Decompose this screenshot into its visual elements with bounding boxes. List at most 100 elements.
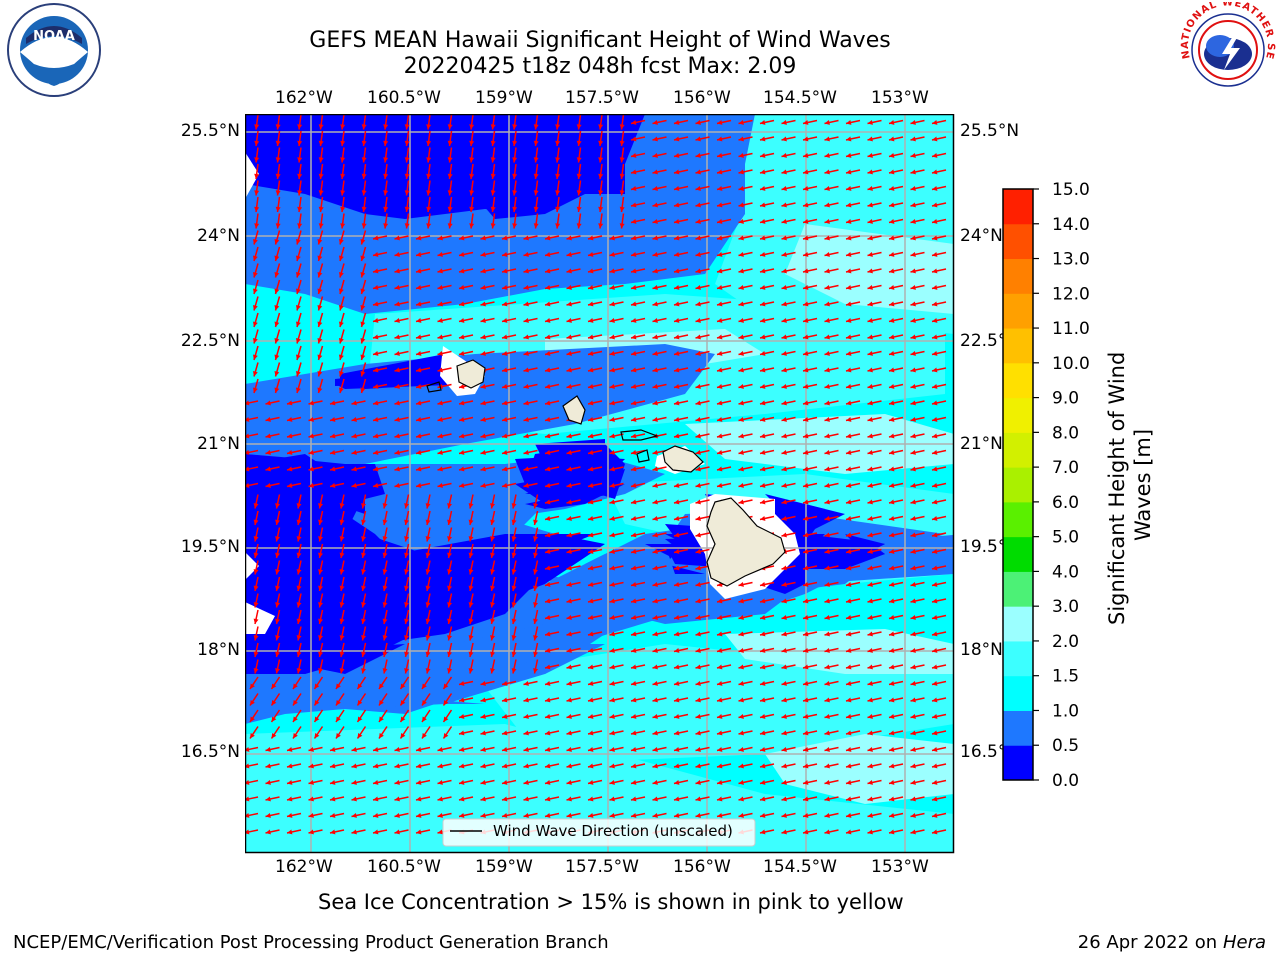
wave-direction-arrowhead: [382, 569, 388, 575]
wave-direction-arrowhead: [318, 668, 323, 674]
wave-direction-arrowhead: [652, 780, 658, 785]
wave-direction-arrowhead: [781, 747, 787, 752]
wave-direction-arrowhead: [422, 716, 427, 722]
wave-direction-arrowhead: [609, 532, 615, 538]
right-lat-label: 25.5°N: [960, 121, 1020, 141]
wave-direction-arrowhead: [631, 450, 637, 455]
wave-direction-arrowhead: [803, 796, 809, 802]
wave-direction-arrowhead: [932, 714, 938, 719]
wave-direction-arrowhead: [459, 351, 465, 356]
wave-direction-arrowhead: [426, 223, 432, 229]
wave-direction-arrowhead: [910, 747, 916, 752]
wave-direction-arrowhead: [373, 400, 379, 406]
wave-direction-arrowhead: [695, 747, 701, 752]
wave-direction-arrowhead: [867, 367, 873, 373]
wave-direction-arrowhead: [293, 683, 298, 689]
wave-direction-arrowhead: [609, 334, 615, 340]
wave-direction-arrowhead: [652, 318, 658, 323]
colorbar-swatch: [1003, 536, 1033, 572]
wave-direction-arrowhead: [803, 466, 809, 472]
wave-direction-arrowhead: [447, 157, 453, 163]
island-hawaii: [706, 497, 786, 587]
wave-direction-arrowhead: [652, 219, 658, 224]
wave-direction-arrowhead: [252, 288, 258, 294]
wave-direction-arrowhead: [339, 503, 345, 509]
wave-direction-arrowhead: [674, 334, 680, 340]
wave-direction-arrowhead: [459, 417, 465, 422]
wave-direction-arrowhead: [468, 585, 474, 591]
wave-direction-arrowhead: [490, 124, 496, 130]
wave-direction-arrowhead: [867, 829, 873, 835]
wave-direction-arrowhead: [781, 615, 787, 620]
wave-direction-arrowhead: [459, 334, 465, 340]
wave-direction-arrowhead: [404, 651, 409, 657]
wave-direction-arrowhead: [760, 219, 766, 224]
wave-direction-arrowhead: [910, 186, 916, 191]
wave-direction-arrowhead: [523, 747, 529, 752]
wave-direction-arrowhead: [566, 780, 572, 785]
wave-direction-arrowhead: [394, 400, 400, 406]
wave-direction-arrowhead: [910, 681, 916, 686]
wave-direction-arrowhead: [338, 239, 344, 245]
wave-direction-arrowhead: [459, 384, 465, 389]
bottom-lon-label: 153°W: [871, 857, 929, 877]
wave-direction-arrowhead: [674, 351, 680, 356]
wave-direction-arrowhead: [400, 732, 406, 739]
wave-direction-arrowhead: [846, 120, 852, 125]
wave-direction-arrowhead: [824, 582, 830, 587]
wave-direction-arrowhead: [631, 252, 637, 257]
wave-direction-arrowhead: [318, 569, 323, 575]
wave-direction-arrowhead: [889, 417, 895, 422]
wave-direction-arrowhead: [338, 272, 344, 278]
wave-direction-arrowhead: [336, 699, 341, 706]
top-lon-label: 159°W: [475, 88, 533, 108]
wave-direction-arrowhead: [459, 483, 465, 488]
wave-direction-arrowhead: [490, 503, 495, 509]
wave-direction-arrowhead: [910, 351, 916, 356]
wave-direction-arrowhead: [717, 384, 723, 389]
wave-direction-arrowhead: [512, 157, 518, 163]
wave-direction-arrowhead: [533, 536, 538, 542]
wave-direction-arrowhead: [490, 519, 495, 525]
wave-direction-arrowhead: [275, 602, 280, 608]
wave-direction-arrowhead: [781, 565, 787, 571]
wave-direction-arrowhead: [932, 813, 938, 818]
wave-direction-arrowhead: [867, 384, 873, 389]
wave-direction-arrowhead: [824, 153, 830, 158]
wave-direction-arrowhead: [803, 417, 809, 422]
wave-direction-arrowhead: [459, 780, 465, 785]
wave-direction-arrowhead: [351, 417, 357, 422]
wave-direction-arrowhead: [867, 714, 873, 719]
wave-direction-arrowhead: [404, 173, 410, 179]
wave-direction-arrowhead: [317, 354, 323, 360]
wave-direction-arrowhead: [287, 813, 293, 818]
chart-title: GEFS MEAN Hawaii Significant Height of W…: [0, 28, 1200, 80]
wave-direction-arrowhead: [717, 334, 723, 340]
wave-direction-arrowhead: [318, 635, 323, 641]
wave-direction-arrowhead: [717, 648, 723, 653]
wave-direction-arrowhead: [824, 648, 830, 653]
wave-direction-arrowhead: [330, 466, 336, 472]
wave-direction-arrowhead: [824, 763, 830, 769]
wave-direction-arrowhead: [588, 400, 594, 406]
wave-direction-arrowhead: [738, 598, 744, 604]
wave-direction-arrowhead: [404, 618, 409, 624]
right-lat-label: 24°N: [960, 226, 1003, 246]
wave-direction-arrowhead: [588, 598, 594, 604]
wave-direction-arrowhead: [502, 367, 508, 373]
wave-direction-arrowhead: [889, 813, 895, 818]
wave-direction-arrowhead: [274, 239, 280, 245]
wave-direction-arrowhead: [265, 747, 271, 752]
wave-direction-arrowhead: [545, 516, 551, 521]
island-maui: [662, 445, 704, 473]
wave-direction-arrowhead: [674, 615, 680, 620]
wave-direction-arrowhead: [545, 697, 551, 703]
wave-direction-arrowhead: [295, 239, 301, 245]
wave-direction-arrowhead: [652, 648, 658, 653]
wave-direction-arrowhead: [523, 681, 529, 686]
wave-direction-arrowhead: [695, 417, 701, 422]
wave-direction-arrowhead: [502, 301, 508, 307]
wave-direction-arrowhead: [674, 499, 680, 505]
wave-direction-arrowhead: [631, 120, 637, 125]
wave-direction-arrowhead: [609, 450, 615, 455]
